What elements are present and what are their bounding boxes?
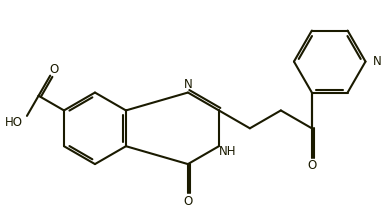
- Text: NH: NH: [219, 145, 236, 158]
- Text: HO: HO: [5, 116, 23, 129]
- Text: O: O: [307, 159, 316, 172]
- Text: N: N: [373, 55, 382, 68]
- Text: O: O: [49, 63, 59, 76]
- Text: O: O: [183, 195, 192, 208]
- Text: N: N: [184, 78, 192, 91]
